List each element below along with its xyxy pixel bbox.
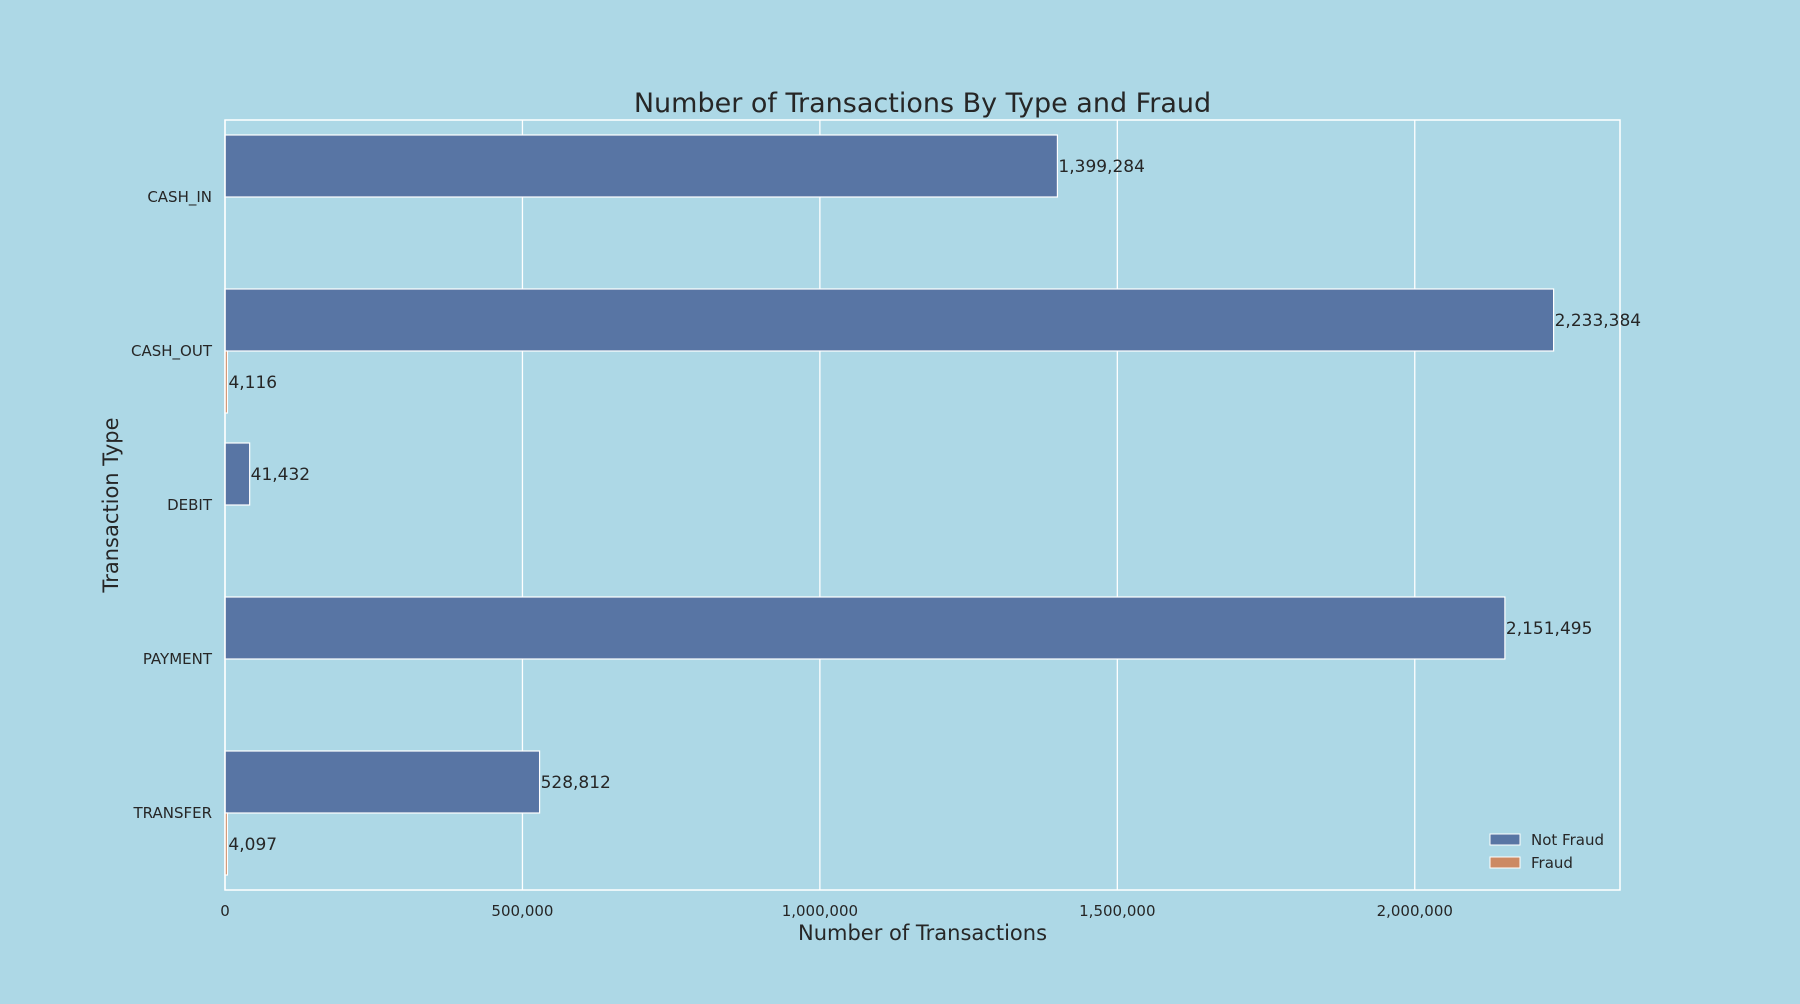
x-tick-label: 2,000,000 bbox=[1377, 902, 1453, 920]
x-tick-label: 1,000,000 bbox=[782, 902, 858, 920]
x-tick-labels: 0 500,000 1,000,000 1,500,000 2,000,000 bbox=[220, 902, 1453, 920]
bar-not-fraud-debit bbox=[224, 442, 251, 506]
bar-not-fraud-transfer bbox=[224, 750, 541, 814]
bar-not-fraud-cash_out bbox=[224, 288, 1555, 352]
legend-swatch-fraud bbox=[1489, 856, 1521, 869]
y-tick-label: DEBIT bbox=[167, 496, 213, 514]
y-tick-label: CASH_IN bbox=[147, 188, 212, 207]
bar-not-fraud-payment bbox=[224, 596, 1506, 660]
x-axis-label: Number of Transactions bbox=[798, 921, 1047, 945]
y-tick-labels: CASH_IN CASH_OUT DEBIT PAYMENT TRANSFER bbox=[131, 188, 213, 822]
data-label: 528,812 bbox=[541, 773, 611, 793]
x-tick-label: 1,500,000 bbox=[1079, 902, 1155, 920]
data-label: 1,399,284 bbox=[1058, 157, 1145, 177]
data-label: 2,233,384 bbox=[1555, 311, 1642, 331]
x-tick-label: 500,000 bbox=[491, 902, 553, 920]
legend-swatch-not-fraud bbox=[1489, 833, 1521, 846]
data-labels-layer: 1,399,284 2,233,384 4,116 41,432 2,151,495 52… bbox=[228, 157, 1641, 855]
y-tick-label: CASH_OUT bbox=[131, 342, 213, 361]
y-axis-label: Transaction Type bbox=[99, 417, 123, 593]
data-label: 2,151,495 bbox=[1506, 619, 1593, 639]
bars-layer bbox=[224, 134, 1555, 876]
x-tick-label: 0 bbox=[220, 902, 230, 920]
data-label: 4,097 bbox=[228, 835, 277, 855]
y-tick-label: TRANSFER bbox=[132, 804, 212, 822]
plot-frame bbox=[224, 119, 1621, 891]
data-label: 4,116 bbox=[228, 373, 277, 393]
bar-not-fraud-cash_in bbox=[224, 134, 1059, 198]
y-tick-label: PAYMENT bbox=[143, 650, 213, 668]
data-label: 41,432 bbox=[251, 465, 310, 485]
legend-label: Fraud bbox=[1531, 854, 1573, 872]
legend: Not Fraud Fraud bbox=[1489, 831, 1604, 872]
chart-title: Number of Transactions By Type and Fraud bbox=[634, 88, 1211, 119]
legend-label: Not Fraud bbox=[1531, 831, 1604, 849]
